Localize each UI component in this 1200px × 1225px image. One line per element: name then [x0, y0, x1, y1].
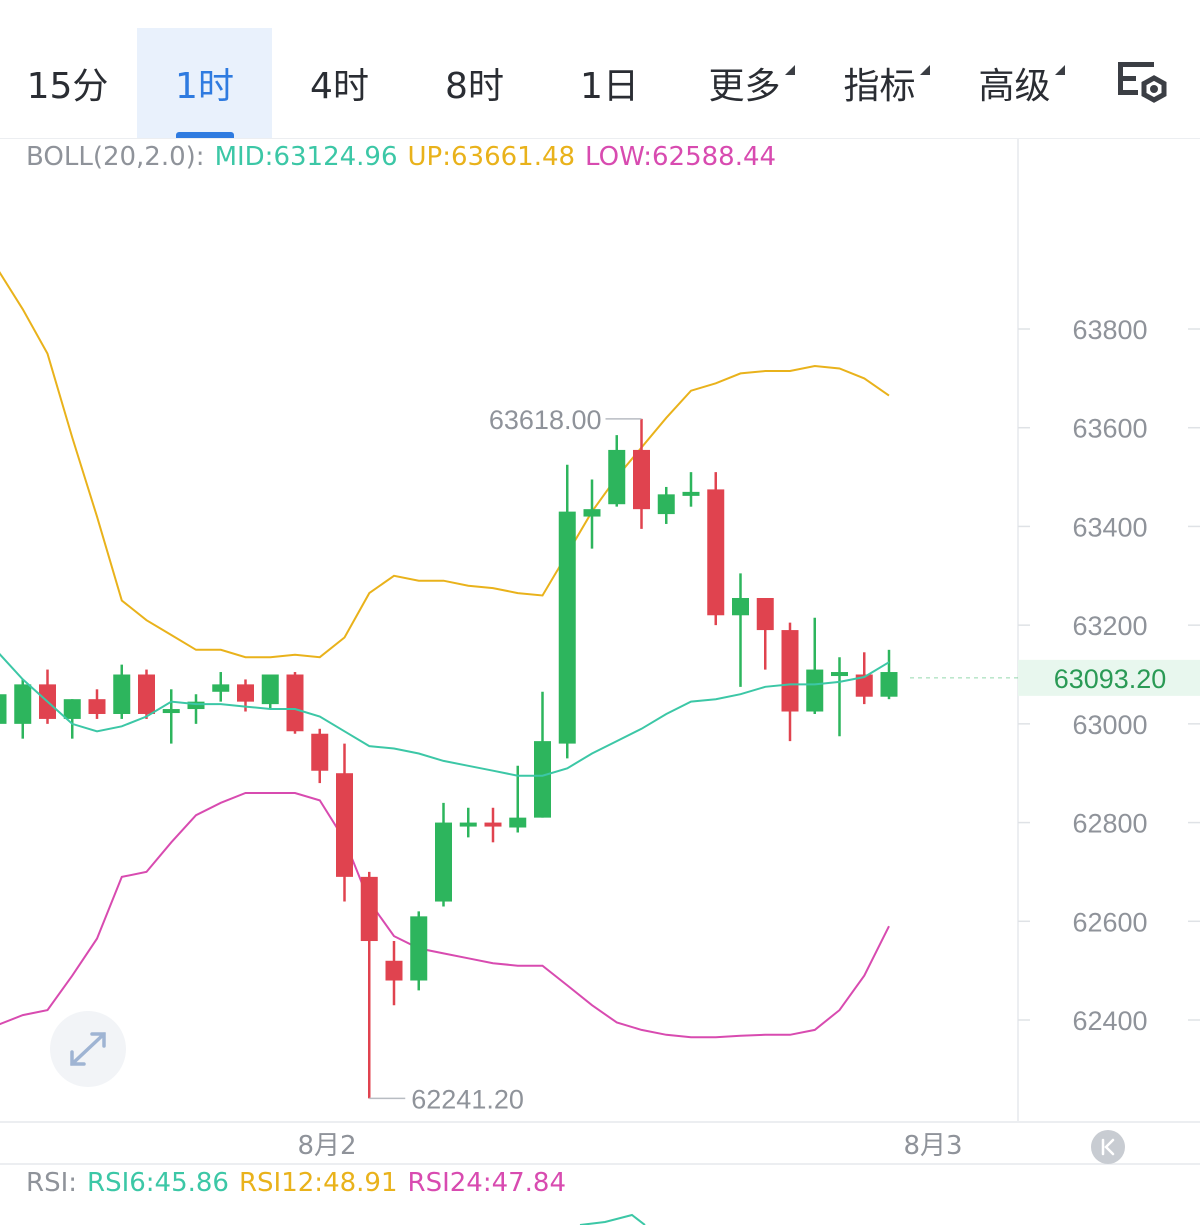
high-price-label: 63618.00	[489, 405, 602, 435]
candle-body	[509, 817, 527, 828]
price-axis-label: 63200	[1072, 611, 1147, 641]
tab-4[interactable]: 1日	[542, 28, 677, 138]
candle-body	[311, 733, 329, 771]
tab-7[interactable]: 高级	[947, 28, 1082, 138]
timeframe-tabs: 15分 1时 4时 8时 1日 更多 指标 高级	[0, 0, 1200, 139]
candle-body	[459, 822, 477, 827]
boll-name: BOLL(20,2.0):	[26, 142, 205, 172]
boll-up: UP:63661.48	[407, 142, 576, 172]
candle-body	[286, 674, 304, 732]
rsi24-value: RSI24:47.84	[407, 1168, 567, 1198]
candle-body	[138, 674, 155, 714]
price-axis-label: 62800	[1072, 809, 1147, 839]
rsi-name: RSI:	[26, 1168, 77, 1198]
rsi-legend: RSI: RSI6:45.86 RSI12:48.91 RSI24:47.84	[26, 1168, 576, 1198]
candle-body	[336, 773, 353, 877]
tab-5[interactable]: 更多	[677, 28, 812, 138]
candle-body	[534, 741, 551, 818]
date-label: 8月2	[297, 1131, 356, 1161]
active-tab-indicator	[175, 132, 234, 138]
current-price-tag	[1018, 659, 1200, 696]
candle-body	[633, 449, 650, 510]
candle-body	[261, 674, 279, 705]
boll-lower-line	[0, 792, 890, 1039]
dropdown-caret-icon	[919, 65, 930, 75]
candle-body	[162, 709, 180, 714]
boll-legend: BOLL(20,2.0): MID:63124.96 UP:63661.48 LOW:…	[26, 142, 786, 172]
candle-body	[88, 699, 106, 714]
candle-body	[707, 489, 725, 616]
candle-body	[880, 672, 898, 697]
candle-body	[855, 674, 873, 697]
chart-settings-icon[interactable]	[1112, 56, 1174, 112]
price-axis-label: 63600	[1072, 414, 1147, 444]
dropdown-caret-icon	[1054, 65, 1065, 75]
tab-label: 更多	[708, 57, 795, 109]
price-axis-label: 63400	[1072, 512, 1147, 542]
tab-label: 4时	[310, 66, 369, 107]
candle-body	[657, 494, 675, 515]
candle-body	[63, 699, 81, 719]
tab-3[interactable]: 8时	[407, 28, 542, 138]
price-axis-label: 63800	[1072, 315, 1147, 345]
boll-mid-line	[0, 653, 890, 777]
candle-body	[484, 822, 502, 827]
candle-body	[410, 916, 428, 981]
candle-body	[113, 674, 131, 714]
candle-body	[831, 672, 848, 677]
candle-body	[237, 684, 254, 702]
candle-body	[806, 669, 824, 712]
scroll-to-latest-icon[interactable]	[1091, 1130, 1125, 1164]
candle-body	[385, 960, 403, 981]
candle-body	[14, 684, 32, 724]
boll-upper-line	[0, 271, 890, 659]
candle-body	[187, 701, 205, 710]
tab-label: 高级	[978, 57, 1065, 109]
tab-2[interactable]: 4时	[272, 28, 407, 138]
candle-body	[360, 876, 378, 942]
rsi6-value: RSI6:45.86	[87, 1168, 229, 1198]
rsi-line	[579, 1213, 646, 1225]
tab-label: 指标	[843, 57, 930, 109]
low-price-label: 62241.20	[411, 1084, 524, 1114]
tab-label: 1时	[175, 66, 234, 107]
candle-body	[212, 684, 230, 692]
scroll-to-latest-glyph	[1101, 1138, 1115, 1156]
tab-1[interactable]: 1时	[137, 28, 272, 138]
candle-body	[608, 449, 626, 505]
price-axis-label: 63000	[1072, 710, 1147, 740]
chart-settings-glyph	[1118, 62, 1167, 103]
price-axis-label: 62400	[1072, 1006, 1147, 1036]
candle-body	[781, 630, 799, 712]
candle-body	[732, 597, 749, 616]
candle-body	[0, 694, 7, 724]
tab-label: 1日	[580, 66, 639, 107]
tab-0[interactable]: 15分	[0, 28, 135, 138]
boll-low: LOW:62588.44	[585, 142, 777, 172]
expand-arrows-glyph	[70, 1032, 106, 1066]
rsi12-value: RSI12:48.91	[238, 1168, 398, 1198]
candle-body	[583, 509, 601, 517]
candle-body	[756, 597, 774, 631]
tab-label: 8时	[445, 66, 504, 107]
current-price-label: 63093.20	[1054, 664, 1167, 694]
tab-label: 15分	[26, 66, 109, 107]
dropdown-caret-icon	[784, 65, 795, 75]
tab-6[interactable]: 指标	[812, 28, 947, 138]
candle-body	[558, 511, 576, 744]
candle-body	[682, 491, 700, 496]
boll-mid: MID:63124.96	[214, 142, 398, 172]
date-label: 8月3	[903, 1131, 962, 1161]
candle-body	[435, 822, 452, 902]
price-axis-label: 62600	[1072, 907, 1147, 937]
